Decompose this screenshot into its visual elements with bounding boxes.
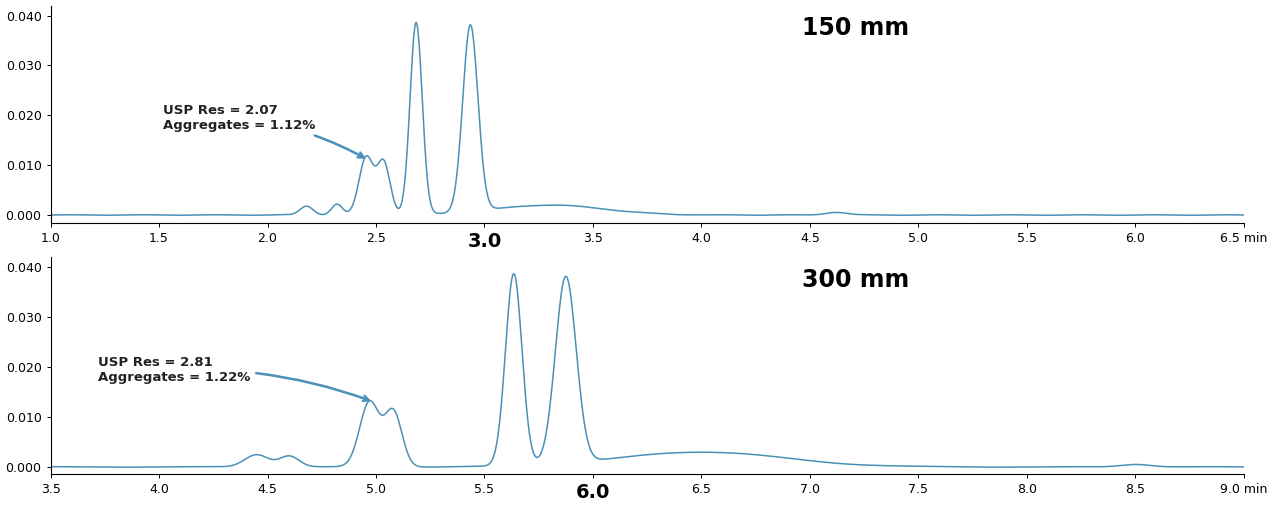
Text: 300 mm: 300 mm (802, 268, 909, 292)
Text: 150 mm: 150 mm (802, 16, 909, 41)
Text: USP Res = 2.81
Aggregates = 1.22%: USP Res = 2.81 Aggregates = 1.22% (98, 356, 369, 401)
Text: USP Res = 2.07
Aggregates = 1.12%: USP Res = 2.07 Aggregates = 1.12% (163, 104, 364, 157)
